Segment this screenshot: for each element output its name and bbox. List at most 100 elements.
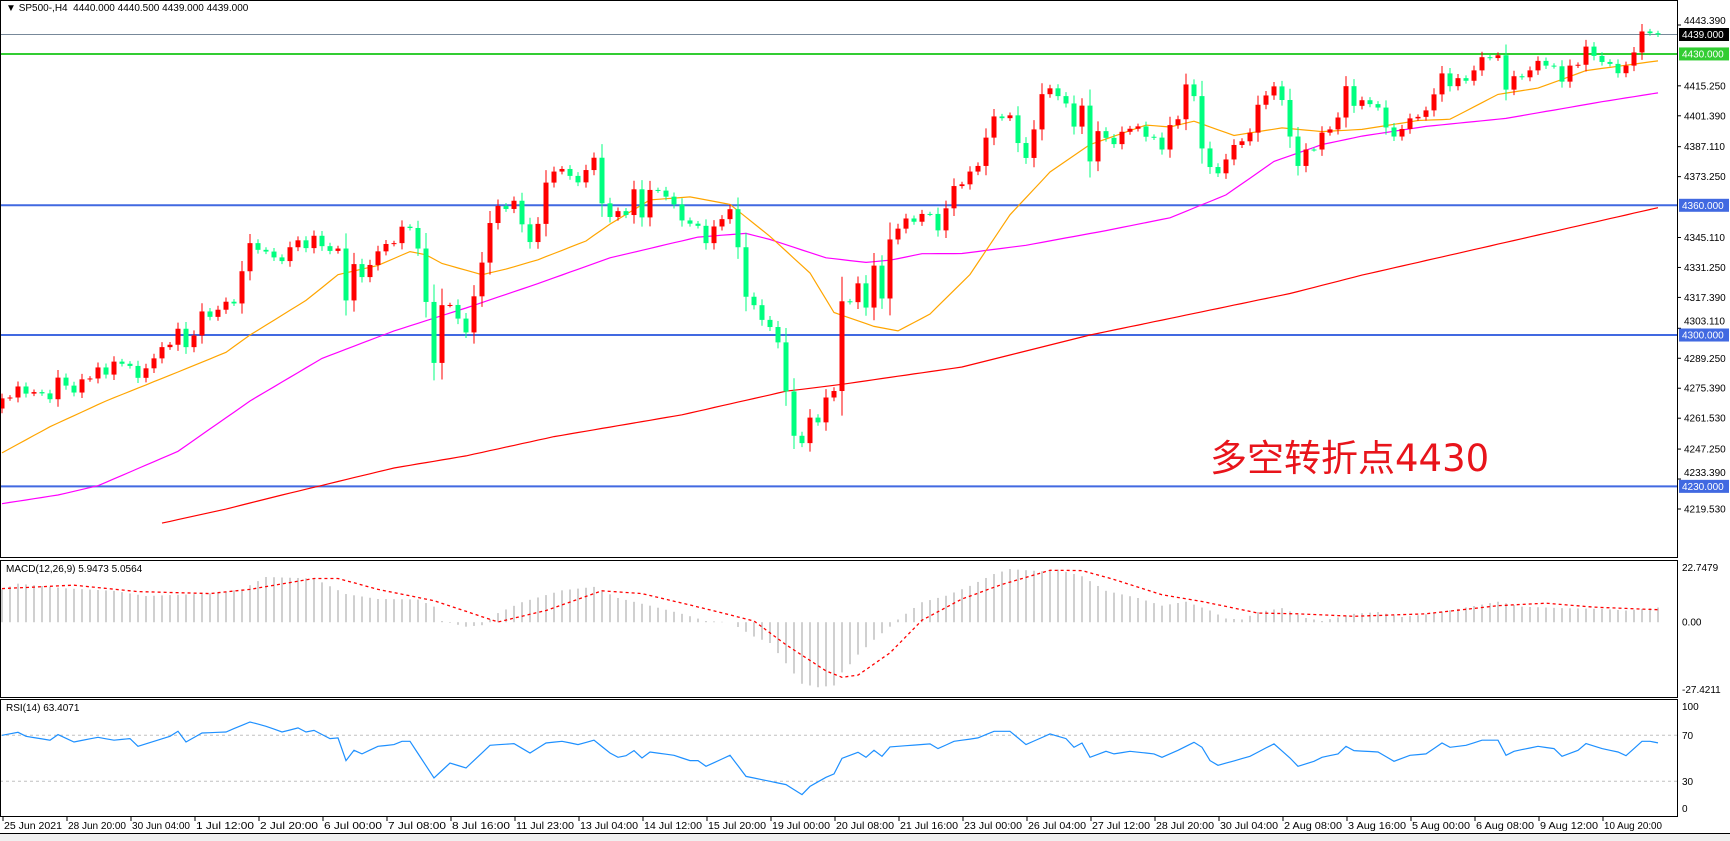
time-axis-label: 9 Aug 12:00	[1540, 821, 1598, 832]
candle-body	[199, 311, 205, 336]
candle	[1095, 121, 1101, 172]
price-axis-label: 4289.250	[1684, 354, 1726, 365]
candle-body	[1615, 63, 1621, 74]
candle-body	[719, 219, 725, 227]
candle-body	[471, 296, 477, 333]
candle	[231, 299, 237, 307]
candle	[1311, 147, 1317, 152]
candle-body	[807, 417, 813, 444]
candle	[1175, 115, 1181, 129]
candle	[367, 259, 373, 283]
candle	[951, 178, 957, 217]
candle	[351, 252, 357, 312]
time-axis-label: 6 Jul 00:00	[324, 821, 383, 832]
candle-body	[359, 264, 365, 278]
candle-body	[1119, 131, 1125, 145]
candle	[247, 233, 253, 281]
candle-body	[895, 228, 901, 240]
candle-body	[1383, 107, 1389, 128]
candle-body	[855, 283, 861, 303]
candle	[823, 389, 829, 431]
candle	[1623, 61, 1629, 78]
bid-price-tag: 4439.000	[1682, 30, 1724, 41]
candle	[1047, 84, 1053, 98]
candle	[127, 361, 133, 369]
candle-body	[95, 367, 101, 379]
candle	[1615, 59, 1621, 78]
candle-body	[1135, 126, 1141, 129]
triangle-down-icon[interactable]: ▼	[6, 3, 16, 14]
price-axis-label: 4219.530	[1684, 505, 1726, 516]
candle-body	[1103, 131, 1109, 138]
candle	[1319, 126, 1325, 156]
time-axis-label: 25 Jun 2021	[4, 821, 62, 832]
candle	[439, 288, 445, 380]
candle-body	[791, 391, 797, 436]
chart-title: ▼ SP500-,H4 4440.000 4440.500 4439.000 4…	[6, 3, 248, 14]
price-axis-label: 4317.390	[1684, 293, 1726, 304]
candle	[1207, 141, 1213, 174]
time-axis-label: 14 Jul 12:00	[644, 821, 702, 832]
time-axis-label: 28 Jun 20:00	[68, 821, 126, 832]
candle-body	[1455, 78, 1461, 87]
rsi-axis-label: 0	[1682, 804, 1688, 815]
candle-body	[679, 204, 685, 221]
candle-body	[1047, 88, 1053, 95]
candle-body	[87, 378, 93, 380]
candle	[895, 223, 901, 245]
candle	[1567, 59, 1573, 88]
candle-body	[1023, 143, 1029, 158]
candle-body	[575, 175, 581, 183]
candle-body	[1439, 73, 1445, 95]
candle-body	[903, 218, 909, 229]
candles	[1, 24, 1661, 452]
candle-body	[687, 220, 693, 224]
candle	[975, 162, 981, 176]
candle	[863, 275, 869, 316]
candle-body	[911, 218, 917, 222]
candle-body	[1215, 167, 1221, 174]
candle	[1079, 98, 1085, 135]
candle	[1647, 28, 1653, 36]
candle-body	[743, 247, 749, 297]
candle	[391, 240, 397, 247]
candle	[471, 285, 477, 344]
candle	[1527, 66, 1533, 82]
price-axis-label: 4443.390	[1684, 16, 1726, 27]
candle	[263, 247, 269, 255]
candle	[7, 395, 13, 401]
candle	[1631, 46, 1637, 72]
price-axis-label: 4345.110	[1684, 233, 1725, 244]
candle-body	[463, 318, 469, 333]
candle	[615, 207, 621, 221]
candle	[815, 414, 821, 426]
candle	[71, 381, 77, 397]
candle-body	[1239, 141, 1245, 145]
candle	[103, 363, 109, 379]
candle	[735, 197, 741, 259]
candle	[415, 220, 421, 256]
time-axis-label: 30 Jul 04:00	[1220, 821, 1278, 832]
candle-body	[543, 182, 549, 224]
candle	[695, 220, 701, 229]
candle-body	[1575, 64, 1581, 66]
candle	[1599, 52, 1605, 66]
candle-body	[511, 200, 517, 209]
candle-body	[247, 243, 253, 272]
candle	[207, 307, 213, 321]
candle	[359, 258, 365, 283]
candle	[143, 363, 149, 383]
candle	[95, 362, 101, 384]
candle-body	[271, 251, 277, 258]
candle	[887, 222, 893, 316]
candle	[1263, 90, 1269, 110]
candle-body	[647, 189, 653, 218]
candle-body	[1039, 94, 1045, 130]
candle-body	[1399, 128, 1405, 137]
candle	[1359, 96, 1365, 110]
candle	[1103, 127, 1109, 142]
time-axis-label: 2 Aug 08:00	[1284, 821, 1342, 832]
candle-body	[1207, 148, 1213, 168]
